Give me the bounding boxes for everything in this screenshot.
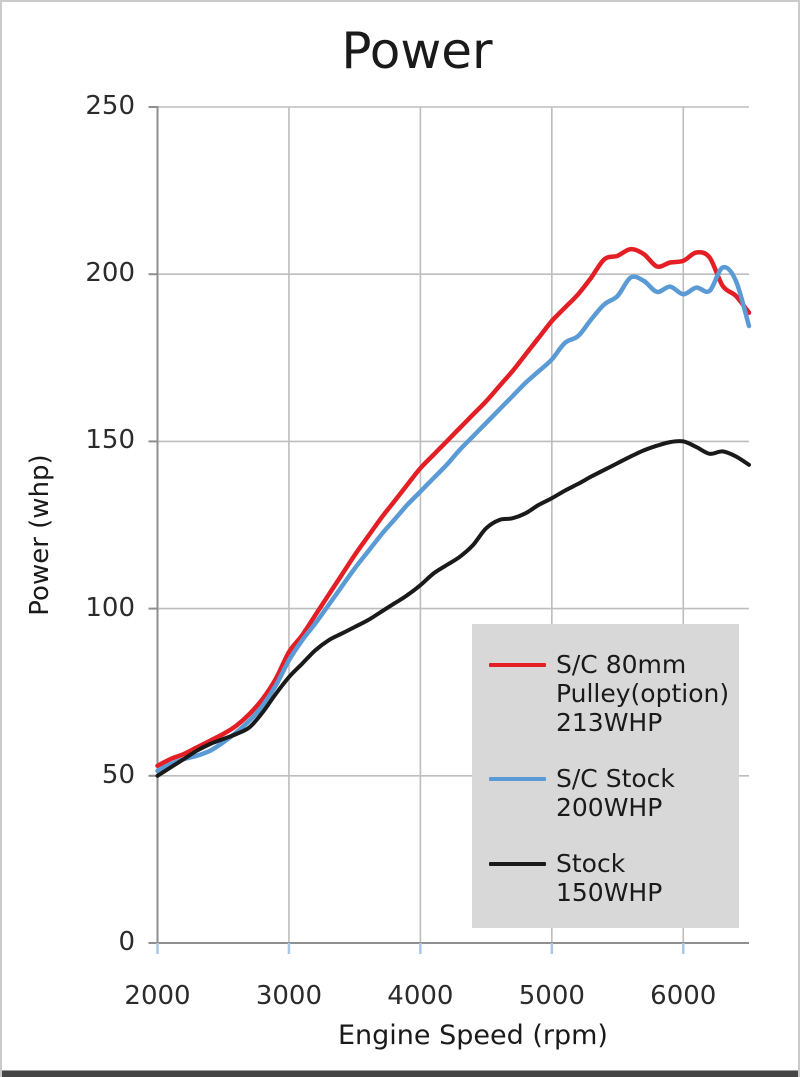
y-tick-label: 100: [85, 592, 135, 623]
curve-sc-stock: [155, 264, 752, 774]
curve-sc-80mm-pulley: [155, 246, 752, 769]
y-tick-label: 150: [85, 425, 135, 456]
y-tick-label: 50: [101, 759, 135, 790]
legend: S/C 80mm Pulley(option) 213WHP S/C Stock…: [472, 624, 739, 928]
curve-stock: [155, 439, 751, 778]
legend-entry-stock: Stock 150WHP: [489, 849, 729, 907]
x-tick-label: 5000: [518, 981, 585, 1011]
image-bottom-border: [2, 1070, 798, 1077]
y-tick-label: 250: [85, 91, 135, 121]
x-tick-label: 3000: [255, 981, 323, 1011]
x-axis-title: Engine Speed (rpm): [338, 1020, 608, 1051]
x-tick-label: 4000: [387, 981, 454, 1011]
y-tick-label: 200: [85, 258, 135, 289]
x-tick-label: 2000: [124, 981, 191, 1011]
legend-label-line: S/C 80mm: [556, 650, 687, 679]
legend-swatch-blue-line: [489, 777, 546, 781]
legend-label-line: 200WHP: [556, 793, 663, 822]
legend-swatch-black-line: [489, 862, 546, 866]
x-tick-label: 6000: [650, 981, 717, 1011]
y-tick-label: 0: [118, 927, 135, 957]
legend-label-line: S/C Stock: [556, 764, 675, 793]
legend-label-line: 150WHP: [556, 878, 663, 907]
legend-entry-sc-80mm-pulley: S/C 80mm Pulley(option) 213WHP: [489, 650, 729, 737]
legend-label-line: Pulley(option): [556, 679, 730, 708]
legend-label-line: Stock: [556, 849, 626, 878]
legend-swatch-red-line: [489, 663, 546, 667]
chart-title: Power: [341, 22, 493, 80]
legend-entry-sc-stock: S/C Stock 200WHP: [489, 764, 729, 822]
legend-label-line: 213WHP: [556, 708, 663, 737]
